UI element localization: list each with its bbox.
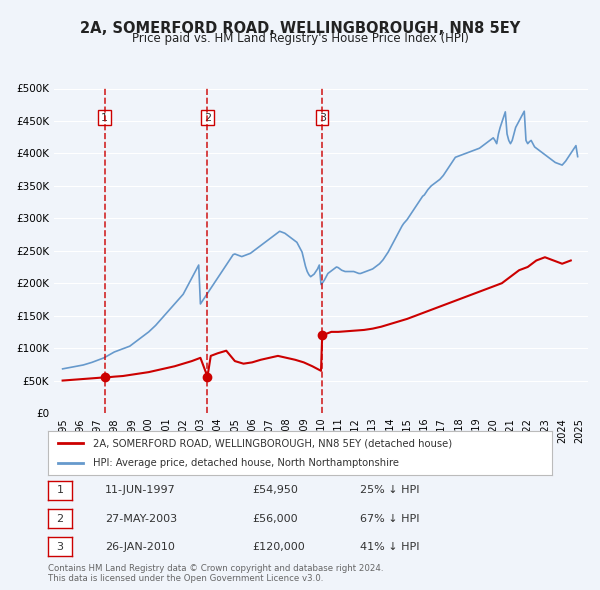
Text: 2: 2 xyxy=(56,514,64,523)
Text: 3: 3 xyxy=(56,542,64,552)
Text: 2A, SOMERFORD ROAD, WELLINGBOROUGH, NN8 5EY: 2A, SOMERFORD ROAD, WELLINGBOROUGH, NN8 … xyxy=(80,21,520,35)
Text: 2A, SOMERFORD ROAD, WELLINGBOROUGH, NN8 5EY (detached house): 2A, SOMERFORD ROAD, WELLINGBOROUGH, NN8 … xyxy=(94,438,452,448)
Text: £120,000: £120,000 xyxy=(252,542,305,552)
Text: 27-MAY-2003: 27-MAY-2003 xyxy=(105,514,177,523)
Text: 67% ↓ HPI: 67% ↓ HPI xyxy=(360,514,419,523)
Text: £54,950: £54,950 xyxy=(252,486,298,495)
Text: 41% ↓ HPI: 41% ↓ HPI xyxy=(360,542,419,552)
Text: 1: 1 xyxy=(56,486,64,495)
Text: 1: 1 xyxy=(101,113,108,123)
Text: Contains HM Land Registry data © Crown copyright and database right 2024.
This d: Contains HM Land Registry data © Crown c… xyxy=(48,563,383,583)
Text: 2: 2 xyxy=(204,113,211,123)
Text: 3: 3 xyxy=(319,113,326,123)
Text: 26-JAN-2010: 26-JAN-2010 xyxy=(105,542,175,552)
Text: £56,000: £56,000 xyxy=(252,514,298,523)
Text: Price paid vs. HM Land Registry's House Price Index (HPI): Price paid vs. HM Land Registry's House … xyxy=(131,32,469,45)
Text: 11-JUN-1997: 11-JUN-1997 xyxy=(105,486,176,495)
Text: 25% ↓ HPI: 25% ↓ HPI xyxy=(360,486,419,495)
Text: HPI: Average price, detached house, North Northamptonshire: HPI: Average price, detached house, Nort… xyxy=(94,458,400,467)
